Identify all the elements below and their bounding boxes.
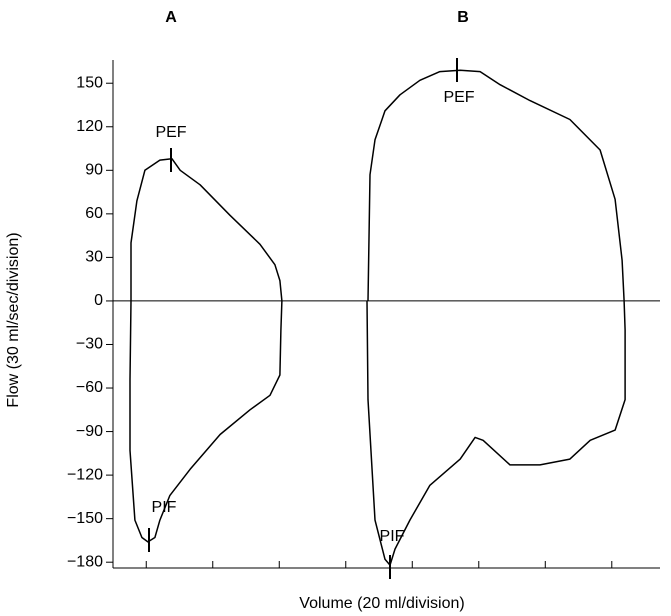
- y-tick-label: −60: [76, 379, 103, 396]
- flow-volume-loop: [129, 157, 283, 543]
- y-tick-label: −150: [67, 510, 103, 527]
- y-tick-label: 150: [76, 74, 103, 91]
- y-tick-label: −90: [76, 423, 103, 440]
- y-tick-label: 120: [76, 118, 103, 135]
- y-tick-label: 30: [85, 249, 103, 266]
- annotation: PEF: [155, 124, 186, 141]
- panel-label: A: [165, 9, 177, 26]
- y-tick-label: 90: [85, 162, 103, 179]
- flow-volume-loop: [366, 69, 626, 566]
- y-tick-label: −120: [67, 466, 103, 483]
- y-tick-label: 0: [94, 292, 103, 309]
- x-axis-label: Volume (20 ml/division): [299, 595, 464, 612]
- y-axis-label: Flow (30 ml/sec/division): [5, 232, 22, 407]
- annotation: PEF: [443, 89, 474, 106]
- panel-label: B: [457, 9, 469, 26]
- y-tick-label: −180: [67, 553, 103, 570]
- y-tick-label: 60: [85, 205, 103, 222]
- y-tick-label: −30: [76, 336, 103, 353]
